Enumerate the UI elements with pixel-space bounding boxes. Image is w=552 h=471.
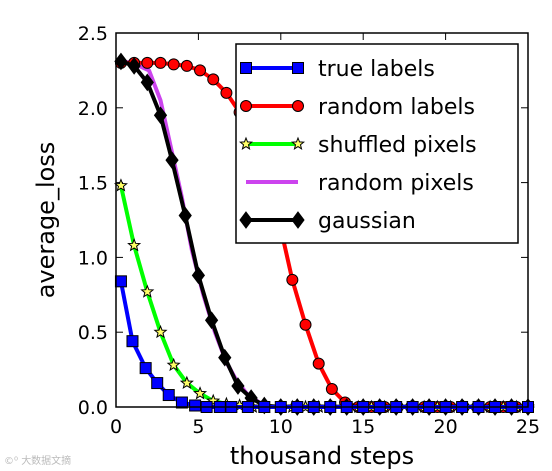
- x-tick-label: 10: [269, 416, 293, 438]
- y-tick-label: 1.5: [78, 173, 108, 195]
- data-point: [140, 284, 155, 298]
- legend-label: true labels: [318, 57, 435, 82]
- data-point: [139, 362, 152, 375]
- y-tick-label: 2.0: [78, 98, 108, 120]
- legend-item: gaussian: [239, 209, 416, 234]
- legend-marker: [239, 211, 253, 229]
- data-point: [312, 357, 325, 370]
- series-true-labels: [114, 275, 534, 413]
- legend-item: random labels: [240, 95, 475, 120]
- data-point: [180, 59, 193, 72]
- series-line: [118, 280, 528, 409]
- legend-marker: [292, 62, 304, 74]
- data-point: [189, 399, 202, 412]
- data-point: [204, 311, 219, 330]
- legend-marker: [290, 136, 306, 150]
- data-point: [141, 56, 154, 69]
- data-point: [162, 389, 175, 402]
- legend-marker: [291, 211, 305, 229]
- data-point: [231, 377, 245, 395]
- y-axis-label: average_loss: [32, 142, 60, 299]
- data-point: [325, 383, 338, 396]
- plot-frame: [115, 32, 529, 408]
- data-point: [153, 106, 168, 125]
- data-point: [207, 73, 220, 86]
- legend-marker: [240, 100, 252, 112]
- y-tick-label: 0.0: [78, 397, 108, 419]
- data-point: [220, 86, 233, 99]
- data-point: [127, 57, 141, 75]
- legend-item: shuffled pixels: [238, 133, 477, 158]
- data-point: [194, 64, 207, 77]
- data-point: [206, 393, 221, 407]
- legend-item: true labels: [240, 57, 435, 82]
- y-tick-label: 2.5: [78, 23, 108, 45]
- legend-label: random labels: [318, 95, 475, 120]
- legend-marker: [238, 136, 254, 150]
- legend-marker: [240, 62, 252, 74]
- tick-labels: 0 5 10 15 20 25 0.0 0.5 1.0 1.5 2.0 2.5: [78, 23, 540, 438]
- data-point: [286, 273, 299, 286]
- data-point: [127, 238, 142, 252]
- x-tick-label: 20: [434, 416, 458, 438]
- x-tick-label: 15: [351, 416, 375, 438]
- data-point: [191, 266, 206, 285]
- y-tick-label: 0.5: [78, 322, 108, 344]
- data-point: [193, 386, 208, 400]
- x-tick-label: 0: [110, 416, 122, 438]
- data-point: [140, 73, 154, 92]
- legend: true labels random labels shuffled pixels r…: [235, 43, 519, 244]
- legend-item: random pixels: [246, 171, 474, 196]
- data-point: [166, 357, 181, 372]
- legend-label: random pixels: [318, 171, 474, 196]
- data-point: [165, 151, 179, 169]
- legend-label: gaussian: [318, 209, 416, 234]
- data-point: [126, 335, 139, 348]
- data-point: [154, 56, 167, 69]
- data-point: [153, 324, 168, 339]
- data-point: [151, 377, 164, 390]
- x-tick-label: 5: [192, 416, 204, 438]
- y-tick-label: 1.0: [78, 247, 108, 269]
- x-axis-label: thousand steps: [230, 442, 414, 470]
- legend-marker: [292, 100, 304, 112]
- data-point: [178, 206, 192, 225]
- legend-label: shuffled pixels: [318, 133, 477, 158]
- x-tick-label: 25: [516, 416, 540, 438]
- data-point: [114, 52, 128, 71]
- data-point: [299, 318, 312, 331]
- data-point: [114, 275, 127, 288]
- data-point: [175, 396, 188, 409]
- data-point: [167, 58, 180, 71]
- data-point: [218, 348, 232, 367]
- data-point: [179, 375, 194, 390]
- watermark-logo: ©⁰ 大数据文摘: [4, 456, 72, 467]
